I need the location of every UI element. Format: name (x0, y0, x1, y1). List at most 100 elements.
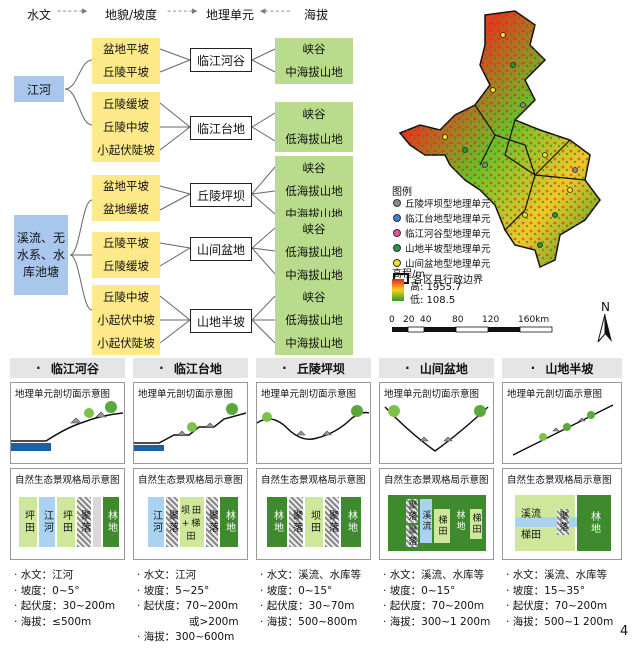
pattern-cell: 聚落 (406, 499, 418, 523)
section-diagram: 地理单元剖切面示意图 (379, 382, 494, 464)
pattern-diagram: 自然生态景观格局示意图 聚落 溪流 梯田 林地 聚落 梯田 (379, 468, 494, 560)
panel-stats: · 水文：江河 · 坡度：0~5° · 起伏度：30~200m · 海拔：≤50… (14, 569, 116, 628)
panel-title: · 临江台地 (133, 358, 248, 378)
alt-label: 低海拔山地 (285, 312, 343, 327)
unit-box: 临江河谷 (190, 48, 252, 72)
slope-label: 盆地平坡 (103, 42, 149, 56)
scale-bar (392, 326, 553, 333)
pattern-cell: 坝田 (305, 497, 323, 547)
slope-group-4: 丘陵平坡 丘陵缓坡 (92, 232, 160, 278)
alt-group-2: 峡谷 低海拔山地 (275, 102, 353, 152)
legend-item: 临江台地型地理单元 (393, 211, 491, 225)
pattern-cell: 聚落 (557, 509, 569, 535)
tree-connectors (64, 48, 276, 344)
slope-label: 丘陵缓坡 (103, 96, 149, 111)
scale-ticks: 0 20 40 80 120 160km (389, 315, 569, 327)
panel-title: · 山间盆地 (379, 358, 494, 378)
section-diagram: 地理单元剖切面示意图 (502, 382, 622, 464)
panel-shandi-banpo: · 山地半坡 地理单元剖切面示意图 自然生态景观格局示意图 溪流 梯田 聚落 林地… (502, 358, 622, 648)
pattern-cell: 聚落 (325, 497, 339, 547)
pattern-cell: 聚落 (206, 497, 218, 547)
panel-stats: · 水文：江河 · 坡度：5~25° · 起伏度：70~200m 或>200m … (137, 569, 239, 643)
legend-item: 丘陵坪坝型地理单元 (393, 196, 491, 210)
alt-group-1: 峡谷 中海拔山地 (275, 38, 353, 84)
slope-label: 丘陵中坡 (103, 289, 149, 304)
legend-dot-icon (393, 259, 401, 267)
section-diagram: 地理单元剖切面示意图 (133, 382, 248, 464)
pattern-cell: 聚落 (406, 525, 418, 547)
pattern-diagram: 自然生态景观格局示意图 坪田 江河 坪田 聚落 林地 (10, 468, 125, 560)
pattern-cell: 聚落 (166, 497, 178, 547)
pattern-cell: 林地 (220, 497, 238, 547)
scale-tick: 20 (403, 315, 415, 325)
slope-label: 小起伏陡坡 (97, 142, 155, 157)
section-illustration (10, 401, 124, 451)
alt-label: 峡谷 (302, 107, 326, 121)
panel-linjiang-hegu: · 临江河谷 地理单元剖切面示意图 自然生态景观格局示意图 坪田 江河 坪田 聚… (10, 358, 125, 648)
header-altitude: 海拔 (304, 8, 329, 22)
slope-group-5: 丘陵中坡 小起伏中坡 小起伏陡坡 (92, 285, 160, 355)
unit-box: 山地半坡 (190, 309, 252, 333)
slope-label: 盆地平坡 (103, 179, 149, 193)
pattern-cell: 林地 (103, 497, 119, 547)
alt-label: 中海拔山地 (285, 267, 343, 282)
header-landform: 地貌/坡度 (105, 8, 158, 22)
panel-linjiang-taidi: · 临江台地 地理单元剖切面示意图 自然生态景观格局示意图 江河 聚落 坝田+梯… (133, 358, 248, 648)
pattern-cell: 梯田 (434, 509, 450, 543)
alt-group-4: 峡谷 低海拔山地 中海拔山地 (275, 217, 353, 287)
alt-group-5: 峡谷 低海拔山地 中海拔山地 (275, 285, 353, 355)
scale-tick: 0 (389, 315, 395, 325)
legend-item: 山间盆地型地理单元 (393, 256, 491, 270)
slope-label: 小起伏陡坡 (97, 335, 155, 350)
slope-label: 小起伏中坡 (97, 312, 155, 327)
pattern-diagram: 自然生态景观格局示意图 江河 聚落 坝田+梯田 聚落 林地 (133, 468, 248, 560)
scale-tick: 40 (420, 315, 432, 325)
elevation-ramp (392, 279, 404, 301)
alt-label: 峡谷 (302, 160, 326, 175)
header-hydro: 水文 (27, 8, 52, 22)
district-boundaries (474, 104, 586, 231)
pattern-cell: 林地 (341, 497, 361, 547)
section-illustration (134, 403, 247, 451)
alt-label: 峡谷 (302, 289, 326, 304)
pattern-diagram: 自然生态景观格局示意图 林地 聚落 坝田 聚落 林地 (256, 468, 371, 560)
legend-dot-icon (393, 244, 401, 252)
pattern-diagram: 自然生态景观格局示意图 溪流 梯田 聚落 林地 (502, 468, 622, 560)
slope-label: 丘陵平坡 (103, 65, 149, 79)
pattern-cell: 溪流 (420, 499, 432, 543)
arrow-dashed-left-icon: ◂‑ ‑ ‑ ‑ ‑ (260, 4, 290, 17)
section-illustration (256, 405, 370, 440)
pattern-cell: 江河 (148, 497, 164, 547)
pattern-cell: 聚落 (77, 497, 91, 547)
alt-label: 峡谷 (302, 221, 326, 236)
pattern-cell: 梯田 (470, 509, 482, 539)
panel-qiuling-pingba: · 丘陵坪坝 地理单元剖切面示意图 自然生态景观格局示意图 林地 聚落 坝田 聚… (256, 358, 371, 648)
slope-label: 丘陵平坡 (103, 236, 149, 250)
section-diagram: 地理单元剖切面示意图 (256, 382, 371, 464)
legend-title: 图例 (392, 187, 412, 198)
header-unit: 地理单元 (206, 8, 255, 22)
panel-title: · 山地半坡 (502, 358, 622, 378)
unit-points (442, 32, 573, 218)
pattern-cell: 坪田 (19, 497, 37, 547)
slope-label: 丘陵缓坡 (103, 259, 149, 273)
panel-shanjian-pendi: · 山间盆地 地理单元剖切面示意图 自然生态景观格局示意图 聚落 溪流 梯田 林… (379, 358, 494, 648)
pattern-cell: 溪流 梯田 (521, 509, 541, 541)
legend-item: 临江河谷型地理单元 (393, 226, 491, 240)
scale-tick: 160km (518, 315, 550, 325)
hydro-xiliu: 溪流、无水系、水库池塘 (14, 215, 68, 295)
unit-box: 丘陵坪坝 (190, 183, 252, 207)
pattern-cell: 林地 (267, 497, 287, 547)
section-diagram: 地理单元剖切面示意图 (10, 382, 125, 464)
scale-tick: 80 (452, 315, 464, 325)
pattern-cell: 聚落 (289, 497, 303, 547)
elevation-low: 低: 108.5 (410, 295, 456, 306)
elevation-high: 高: 1955.7 (410, 282, 462, 293)
slope-group-3: 盆地平坡 盆地缓坡 (92, 175, 160, 221)
panel-title: · 临江河谷 (10, 358, 125, 378)
pattern-cell: 江河 (39, 497, 55, 547)
alt-label: 低海拔山地 (285, 132, 343, 146)
north-label: N (601, 300, 610, 314)
scale-tick: 120 (482, 315, 500, 325)
panel-stats: · 水文：溪流、水库等 · 坡度：0~15° · 起伏度：30~70m · 海拔… (260, 569, 362, 628)
